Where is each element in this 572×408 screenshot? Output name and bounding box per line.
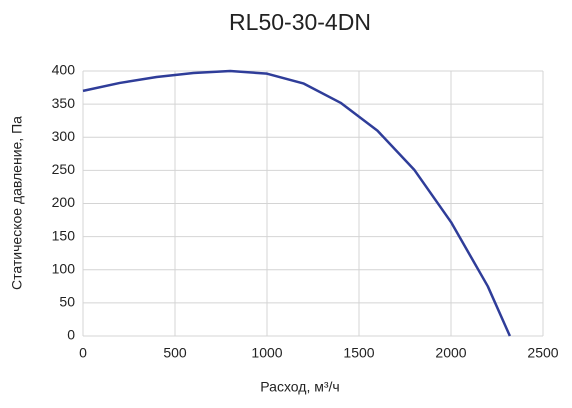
y-tick-label: 250 bbox=[52, 161, 76, 177]
x-tick-label: 500 bbox=[163, 345, 187, 361]
y-tick-label: 300 bbox=[52, 128, 76, 144]
chart-title: RL50-30-4DN bbox=[229, 9, 371, 35]
x-tick-label: 1500 bbox=[343, 345, 374, 361]
y-tick-label: 350 bbox=[52, 95, 76, 111]
y-tick-label: 400 bbox=[52, 62, 76, 78]
x-tick-label: 2000 bbox=[435, 345, 466, 361]
y-tick-label: 200 bbox=[52, 194, 76, 210]
x-tick-label: 0 bbox=[79, 345, 87, 361]
y-axis-label: Статическое давление, Па bbox=[9, 116, 25, 290]
y-tick-label: 0 bbox=[67, 327, 75, 343]
y-tick-label: 150 bbox=[52, 227, 76, 243]
y-tick-label: 50 bbox=[59, 294, 75, 310]
x-tick-label: 1000 bbox=[251, 345, 282, 361]
y-tick-label: 100 bbox=[52, 260, 76, 276]
x-axis-label: Расход, м³/ч bbox=[260, 379, 339, 395]
line-series bbox=[82, 69, 512, 337]
x-tick-label: 2500 bbox=[527, 345, 558, 361]
